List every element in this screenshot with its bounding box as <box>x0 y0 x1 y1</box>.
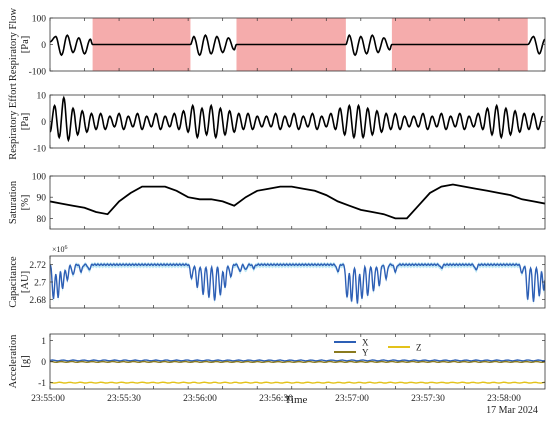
plot-area <box>50 95 544 143</box>
series-line-1 <box>50 34 545 57</box>
x-tick-label: 23:55:30 <box>107 394 141 404</box>
y-tick-label: 2.7 <box>34 279 46 289</box>
y-axis-label-line: [Pa] <box>20 113 31 131</box>
y-tick-label: 90 <box>37 194 47 204</box>
y-axis-label-line: [%] <box>20 195 31 211</box>
axes-box <box>49 175 546 230</box>
y-tick-label: 0 <box>41 118 46 128</box>
legend-label-z: Z <box>416 343 422 353</box>
panel-5: XY Z -1 0 1 Acceleration[g] <box>8 333 546 390</box>
y-tick-label: 2.68 <box>29 296 46 306</box>
y-axis-label-line: Capacitance <box>8 256 19 308</box>
x-axis-label: Time <box>285 394 308 406</box>
y-tick-label: -100 <box>29 68 47 78</box>
plot-area <box>50 359 545 384</box>
legend-label-y: Y <box>362 348 369 358</box>
x-tick-label: 23:56:00 <box>183 394 217 404</box>
accel-line-x <box>50 359 545 362</box>
y-tick-label: -1 <box>38 379 46 389</box>
y-tick-label: 2.72 <box>29 261 46 271</box>
plot-area <box>50 34 545 57</box>
y-tick-label: 10 <box>37 92 47 102</box>
y-axis-label-line: [g] <box>20 355 31 367</box>
y-axis-label: Respiratory Effort[Pa] <box>8 83 31 160</box>
panel-2: -10 0 10 Respiratory Effort[Pa] <box>8 83 546 160</box>
y-tick-label: 0 <box>41 358 46 368</box>
y-axis-label-line: [AU] <box>20 271 31 293</box>
panel-4: 2.68 2.7 2.72 ×106 Capacitance[AU] <box>8 245 546 309</box>
x-tick-label: 23:55:00 <box>31 394 65 404</box>
y-axis-label: Capacitance[AU] <box>8 256 31 308</box>
y-axis-label-line: Respiratory Flow <box>8 7 19 81</box>
y-axis-label-line: [Pa] <box>20 36 31 54</box>
series-line-3 <box>50 183 545 220</box>
accel-line-z <box>50 381 545 384</box>
y-axis-label-line: Respiratory Effort <box>8 83 19 160</box>
y-axis-label: Saturation[%] <box>8 180 31 224</box>
x-tick-label: 23:56:30 <box>259 394 293 404</box>
y-axis-label: Acceleration[g] <box>8 334 31 388</box>
y-tick-label: -10 <box>33 145 46 155</box>
capacitance-line <box>50 263 545 304</box>
y-multiplier-exponent: 6 <box>65 245 68 251</box>
plot-area <box>50 262 545 307</box>
y-tick-label: 1 <box>41 337 46 347</box>
y-tick-label: 100 <box>32 173 47 183</box>
series-line-2 <box>50 95 544 143</box>
legend: XY Z <box>334 338 422 358</box>
x-tick-label: 23:57:00 <box>335 394 369 404</box>
plot-area <box>50 183 545 220</box>
x-tick-label: 23:57:30 <box>411 394 445 404</box>
y-axis-label-line: Saturation <box>8 180 19 224</box>
y-axis-label-line: Acceleration <box>8 334 19 388</box>
y-axis-label: Respiratory Flow[Pa] <box>8 7 31 81</box>
y-multiplier: ×106 <box>52 245 68 254</box>
y-tick-label: 80 <box>37 215 47 225</box>
y-tick-label: 100 <box>32 15 47 25</box>
y-tick-label: 0 <box>41 41 46 51</box>
date-label: 17 Mar 2024 <box>486 405 538 416</box>
legend-label-x: X <box>362 338 369 348</box>
accel-line-y <box>50 360 545 364</box>
x-tick-label: 23:58:00 <box>487 394 521 404</box>
capacitance-band <box>50 262 545 307</box>
